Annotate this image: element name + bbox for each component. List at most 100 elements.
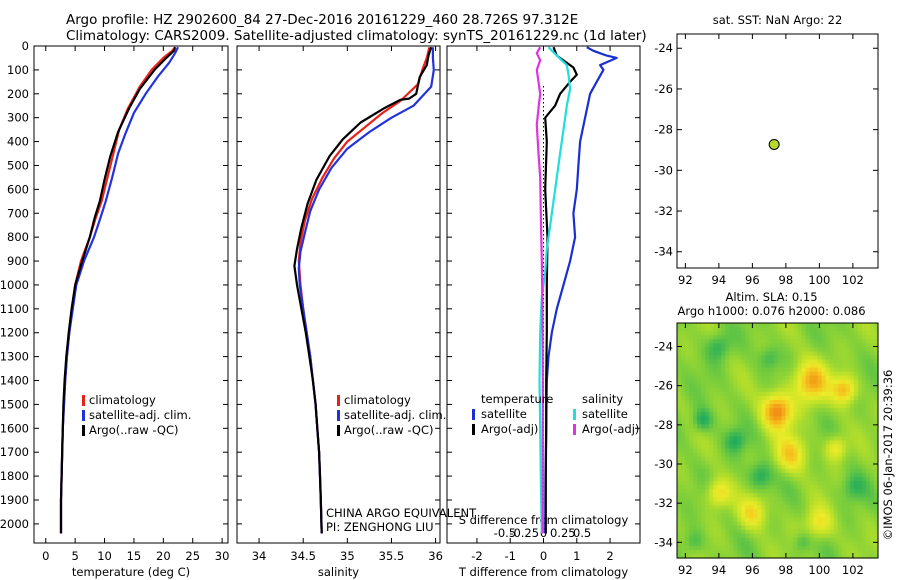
heatmap-cell bbox=[857, 456, 863, 462]
heatmap-cell bbox=[713, 525, 718, 531]
heatmap-cell bbox=[777, 379, 783, 385]
heatmap-cell bbox=[837, 521, 843, 527]
heatmap-cell bbox=[813, 335, 819, 340]
heatmap-cell bbox=[793, 383, 799, 389]
heatmap-cell bbox=[805, 460, 811, 466]
heatmap-cell bbox=[693, 525, 698, 531]
heatmap-cell bbox=[737, 351, 742, 357]
heatmap-cell bbox=[805, 363, 811, 369]
heatmap-cell bbox=[853, 347, 859, 352]
heatmap-cell bbox=[717, 387, 722, 393]
heatmap-cell bbox=[733, 428, 738, 433]
heatmap-cell bbox=[817, 501, 823, 506]
heatmap-cell bbox=[685, 529, 690, 535]
heatmap-cell bbox=[817, 327, 823, 332]
sst_map-frame bbox=[676, 33, 879, 269]
heatmap-cell bbox=[845, 472, 851, 478]
heatmap-cell bbox=[797, 493, 803, 498]
map-y-tick-label: -24 bbox=[654, 41, 673, 55]
heatmap-cell bbox=[873, 323, 879, 328]
heatmap-cell bbox=[689, 375, 694, 381]
heatmap-cell bbox=[713, 456, 718, 462]
heatmap-cell bbox=[757, 416, 763, 421]
heatmap-cell bbox=[697, 464, 702, 470]
heatmap-cell bbox=[737, 420, 742, 425]
heatmap-cell bbox=[745, 464, 750, 470]
heatmap-cell bbox=[693, 448, 698, 454]
heatmap-cell bbox=[781, 541, 787, 547]
heatmap-cell bbox=[821, 383, 827, 389]
heatmap-cell bbox=[789, 468, 795, 474]
heatmap-cell bbox=[741, 440, 746, 446]
heatmap-cell bbox=[761, 363, 767, 369]
heatmap-cell bbox=[857, 549, 863, 555]
heatmap-cell bbox=[761, 509, 767, 515]
heatmap-cell bbox=[729, 517, 734, 523]
heatmap-cell bbox=[729, 501, 734, 506]
heatmap-cell bbox=[765, 505, 771, 510]
heatmap-cell bbox=[721, 452, 726, 458]
heatmap-cell bbox=[837, 517, 843, 523]
heatmap-cell bbox=[869, 343, 875, 348]
heatmap-cell bbox=[813, 501, 819, 506]
heatmap-cell bbox=[753, 440, 758, 446]
heatmap-cell bbox=[805, 379, 811, 385]
heatmap-cell bbox=[713, 343, 718, 348]
heatmap-cell bbox=[797, 517, 803, 523]
heatmap-cell bbox=[797, 343, 803, 348]
heatmap-cell bbox=[709, 501, 714, 506]
heatmap-cell bbox=[845, 359, 851, 365]
heatmap-cell bbox=[821, 481, 827, 486]
heatmap-cell bbox=[797, 501, 803, 506]
heatmap-cell bbox=[701, 460, 706, 466]
heatmap-cell bbox=[733, 497, 738, 502]
map-x-tick-label: 98 bbox=[779, 273, 794, 287]
heatmap-cell bbox=[709, 476, 714, 482]
heatmap-cell bbox=[841, 383, 847, 389]
heatmap-cell bbox=[781, 363, 787, 369]
heatmap-cell bbox=[681, 553, 686, 559]
heatmap-cell bbox=[709, 432, 714, 438]
legend-label: satellite-adj. clim. bbox=[89, 408, 191, 422]
heatmap-cell bbox=[753, 505, 758, 510]
heatmap-cell bbox=[853, 533, 859, 539]
heatmap-cell bbox=[725, 440, 730, 446]
heatmap-cell bbox=[857, 489, 863, 494]
heatmap-cell bbox=[741, 513, 746, 519]
heatmap-cell bbox=[873, 335, 879, 340]
heatmap-cell bbox=[789, 513, 795, 519]
heatmap-cell bbox=[701, 464, 706, 470]
heatmap-cell bbox=[725, 525, 730, 531]
heatmap-cell bbox=[681, 323, 686, 328]
heatmap-cell bbox=[677, 339, 682, 344]
heatmap-cell bbox=[873, 497, 879, 502]
heatmap-cell bbox=[865, 472, 871, 478]
heatmap-cell bbox=[865, 347, 871, 352]
heatmap-cell bbox=[865, 464, 871, 470]
heatmap-cell bbox=[845, 481, 851, 486]
heatmap-cell bbox=[833, 468, 839, 474]
heatmap-cell bbox=[797, 404, 803, 409]
heatmap-cell bbox=[765, 513, 771, 519]
heatmap-cell bbox=[793, 549, 799, 555]
heatmap-cell bbox=[809, 553, 815, 559]
legend-title: temperature bbox=[481, 392, 553, 406]
heatmap-cell bbox=[705, 509, 710, 515]
heatmap-cell bbox=[709, 537, 714, 543]
heatmap-cell bbox=[689, 416, 694, 421]
heatmap-cell bbox=[873, 485, 879, 490]
heatmap-cell bbox=[861, 501, 867, 506]
heatmap-cell bbox=[873, 399, 879, 405]
heatmap-cell bbox=[837, 436, 843, 442]
heatmap-cell bbox=[793, 343, 799, 348]
heatmap-cell bbox=[713, 428, 718, 433]
heatmap-cell bbox=[701, 525, 706, 531]
map-x-tick-label: 100 bbox=[808, 273, 830, 287]
heatmap-cell bbox=[805, 436, 811, 442]
heatmap-cell bbox=[681, 517, 686, 523]
heatmap-cell bbox=[737, 412, 742, 417]
heatmap-cell bbox=[693, 355, 698, 361]
heatmap-cell bbox=[841, 529, 847, 535]
heatmap-cell bbox=[781, 529, 787, 535]
heatmap-cell bbox=[705, 460, 710, 466]
